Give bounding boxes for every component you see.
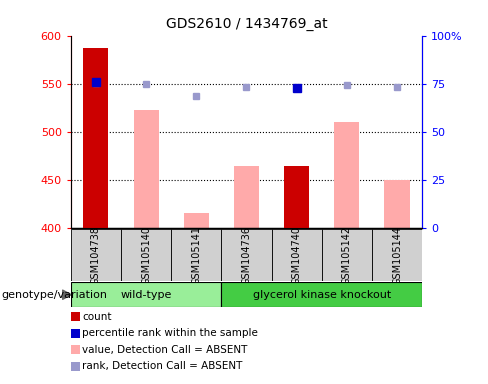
Text: wild-type: wild-type	[121, 290, 172, 300]
Bar	[284, 166, 309, 228]
Bar	[83, 48, 108, 228]
Bar	[234, 166, 259, 228]
Text: genotype/variation: genotype/variation	[1, 290, 107, 300]
FancyBboxPatch shape	[71, 282, 222, 307]
Bar	[334, 122, 359, 228]
Text: GSM105140: GSM105140	[141, 226, 151, 285]
FancyBboxPatch shape	[372, 229, 422, 281]
FancyBboxPatch shape	[271, 229, 322, 281]
Text: value, Detection Call = ABSENT: value, Detection Call = ABSENT	[82, 345, 247, 355]
Text: GSM105144: GSM105144	[392, 226, 402, 285]
Text: percentile rank within the sample: percentile rank within the sample	[82, 328, 258, 338]
FancyBboxPatch shape	[121, 229, 171, 281]
FancyBboxPatch shape	[71, 229, 121, 281]
FancyBboxPatch shape	[222, 229, 271, 281]
Bar	[134, 111, 159, 228]
Text: count: count	[82, 312, 111, 322]
Text: GSM105141: GSM105141	[191, 226, 201, 285]
FancyBboxPatch shape	[322, 229, 372, 281]
FancyBboxPatch shape	[222, 282, 422, 307]
Bar	[385, 180, 409, 228]
Text: glycerol kinase knockout: glycerol kinase knockout	[253, 290, 391, 300]
Text: GSM104736: GSM104736	[242, 226, 251, 285]
Text: rank, Detection Call = ABSENT: rank, Detection Call = ABSENT	[82, 361, 243, 371]
Bar	[183, 213, 209, 228]
FancyBboxPatch shape	[171, 229, 222, 281]
Text: GSM104738: GSM104738	[91, 226, 101, 285]
Text: GSM105142: GSM105142	[342, 226, 352, 285]
Text: GDS2610 / 1434769_at: GDS2610 / 1434769_at	[165, 17, 327, 31]
Text: GSM104740: GSM104740	[292, 226, 302, 285]
Polygon shape	[62, 290, 71, 300]
